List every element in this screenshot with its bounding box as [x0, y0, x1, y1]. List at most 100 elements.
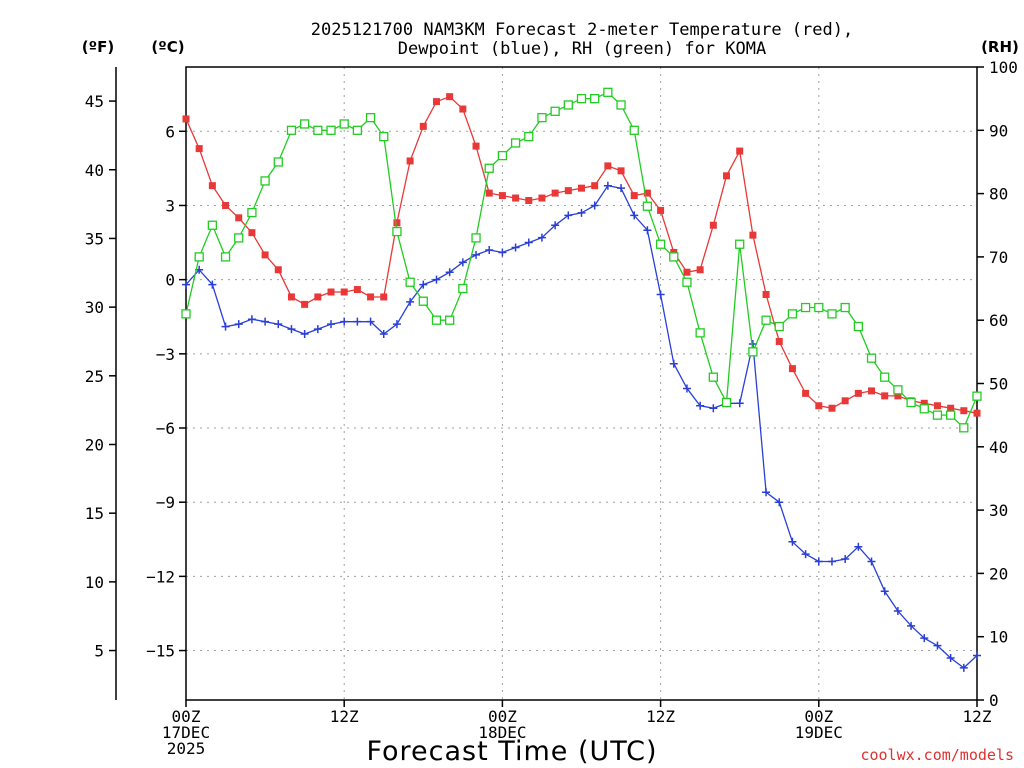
- fahrenheit-tick-label: 10: [85, 573, 104, 592]
- rh-point: [510, 138, 521, 148]
- rh-point: [537, 112, 547, 123]
- dewpoint-point: [696, 401, 705, 410]
- rh-point: [181, 309, 191, 319]
- rh-point: [735, 239, 745, 249]
- temperature-point: [261, 251, 269, 259]
- rh-point: [708, 372, 718, 382]
- temperature-point: [815, 402, 823, 410]
- dewpoint-point: [327, 320, 336, 329]
- temperature-point: [828, 404, 836, 412]
- temperature-point: [933, 402, 941, 410]
- rh-tick-label: 90: [989, 121, 1008, 140]
- temperature-point: [498, 192, 506, 200]
- temperature-point: [920, 399, 928, 407]
- rh-point: [761, 315, 771, 325]
- dewpoint-point: [472, 250, 481, 259]
- rh-point: [550, 106, 560, 116]
- dewpoint-point: [287, 325, 296, 334]
- tick-labels: 45403530252015105630−3−6−9−12−1510090807…: [85, 58, 1018, 758]
- dewpoint-point: [392, 320, 401, 329]
- temperature-point: [604, 162, 612, 170]
- rh-point: [194, 252, 204, 262]
- rh-point: [616, 100, 626, 110]
- temperature-point: [446, 93, 454, 101]
- dewpoint-point: [893, 606, 902, 615]
- fahrenheit-tick-label: 25: [85, 367, 104, 386]
- grid: [186, 67, 977, 700]
- rh-point: [524, 131, 534, 142]
- temperature-point: [512, 194, 520, 202]
- x-axis-title: Forecast Time (UTC): [366, 736, 657, 767]
- celsius-tick-label: 3: [165, 196, 175, 215]
- fahrenheit-tick-label: 5: [94, 642, 104, 661]
- rh-point: [234, 233, 244, 243]
- rh-point: [695, 328, 705, 338]
- dewpoint-point: [630, 211, 639, 220]
- dewpoint-point: [445, 268, 454, 277]
- dewpoint-point: [643, 226, 652, 235]
- rh-point: [207, 220, 218, 230]
- temperature-point: [894, 392, 902, 400]
- x-tick-label: 17DEC: [162, 723, 210, 742]
- x-tick-label: 12Z: [330, 707, 359, 726]
- temperature-point: [327, 288, 335, 296]
- rh-point: [642, 201, 653, 211]
- dewpoint-point: [973, 651, 981, 660]
- rh-line: [185, 91, 978, 429]
- dewpoint-point: [208, 280, 217, 289]
- rh-point: [458, 283, 468, 294]
- rh-point: [655, 239, 666, 249]
- dewpoint-point: [485, 245, 494, 254]
- dewpoint-point: [709, 404, 718, 413]
- dewpoint-point: [564, 211, 573, 220]
- dewpoint-point: [775, 498, 784, 507]
- rh-tick-label: 50: [989, 375, 1008, 394]
- celsius-tick-label: −3: [156, 345, 175, 364]
- dewpoint-point: [182, 280, 190, 289]
- rh-point: [365, 112, 376, 123]
- rh-point: [787, 309, 798, 319]
- dewpoint-point: [669, 359, 678, 368]
- temperature-point: [472, 142, 480, 150]
- rh-point: [853, 321, 863, 332]
- temperature-point: [182, 115, 190, 123]
- rh-point: [748, 347, 758, 357]
- dewpoint-point: [735, 399, 744, 408]
- x-tick-label: 18DEC: [478, 723, 526, 742]
- rh-point: [471, 233, 481, 243]
- dewpoint-point: [590, 201, 599, 210]
- temperature-point: [841, 397, 849, 405]
- rh-point: [814, 302, 824, 313]
- rh-point: [866, 353, 877, 363]
- temperature-point: [617, 167, 625, 175]
- rh-point: [286, 125, 297, 135]
- dewpoint-point: [551, 221, 560, 230]
- dewpoint-point: [353, 317, 362, 326]
- rh-point: [431, 315, 442, 325]
- dewpoint-point: [762, 488, 771, 497]
- rh-point: [313, 125, 323, 135]
- dewpoint-point: [867, 557, 876, 566]
- temperature-point: [485, 189, 493, 197]
- temperature-point: [353, 286, 361, 294]
- rh-point: [339, 119, 349, 129]
- rh-point: [603, 87, 613, 97]
- rh-point: [919, 404, 929, 414]
- dewpoint-point: [366, 317, 375, 326]
- rh-point: [220, 252, 231, 262]
- rh-point: [893, 385, 903, 395]
- celsius-tick-label: −6: [156, 419, 175, 438]
- temperature-point: [538, 194, 546, 202]
- dewpoint-point: [511, 243, 520, 252]
- rh-tick-label: 20: [989, 564, 1008, 583]
- fahrenheit-tick-label: 35: [85, 229, 104, 248]
- dewpoint-point: [603, 181, 612, 190]
- temperature-point: [459, 105, 467, 113]
- temperature-point: [367, 293, 375, 301]
- rh-point: [945, 410, 956, 420]
- temperature-point: [432, 98, 440, 106]
- temperature-point: [248, 229, 256, 237]
- fahrenheit-tick-label: 45: [85, 92, 104, 111]
- dewpoint-point: [854, 542, 863, 551]
